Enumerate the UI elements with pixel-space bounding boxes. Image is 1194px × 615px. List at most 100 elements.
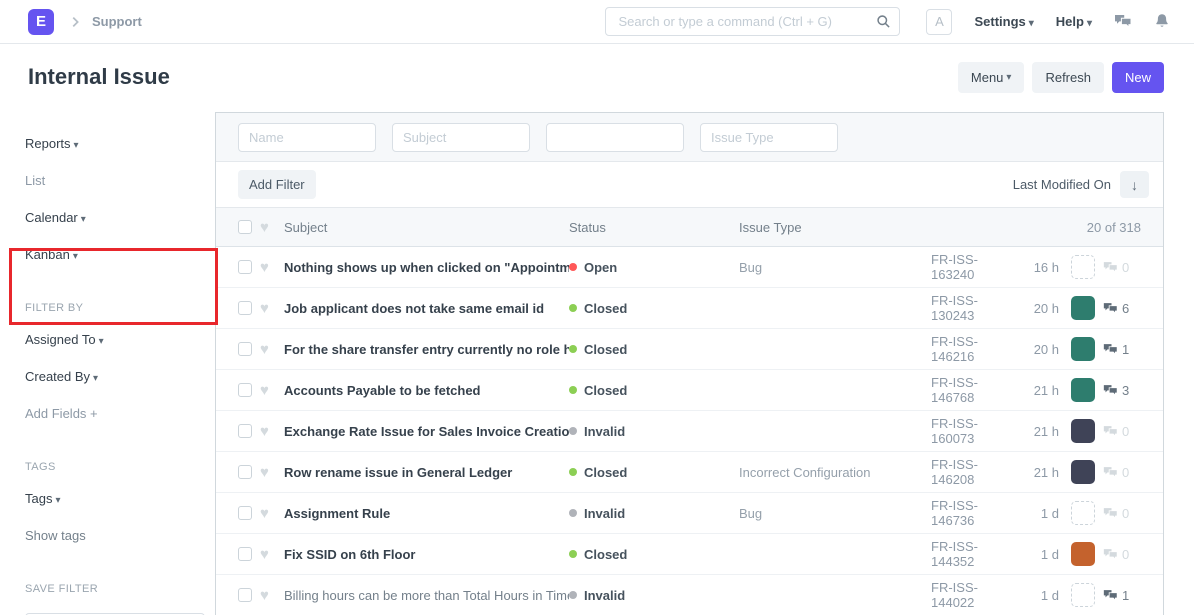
table-row[interactable]: ♥ Nothing shows up when clicked on "Appo… — [216, 247, 1163, 288]
assignee-avatar[interactable] — [1071, 419, 1095, 443]
row-subject[interactable]: Nothing shows up when clicked on "Appoin… — [284, 259, 569, 275]
assignee-avatar[interactable] — [1071, 542, 1095, 566]
sidebar-filter-assigned-to[interactable]: Assigned To ▾ — [25, 332, 205, 347]
table-row[interactable]: ♥ Assignment Rule Invalid Bug FR-ISS-146… — [216, 493, 1163, 534]
like-icon[interactable]: ♥ — [260, 258, 269, 276]
row-id[interactable]: FR-ISS-146216 — [931, 334, 978, 364]
menu-button[interactable]: Menu ▾ — [957, 61, 1025, 93]
column-status[interactable]: Status — [569, 219, 606, 235]
row-count[interactable]: 20 of 318 — [1086, 219, 1141, 235]
comment-count: 1 — [1103, 588, 1141, 603]
row-subject[interactable]: Row rename issue in General Ledger — [284, 464, 513, 480]
row-subject[interactable]: Assignment Rule — [284, 505, 391, 521]
assignee-avatar[interactable] — [1071, 460, 1095, 484]
sort-field-label[interactable]: Last Modified On — [1012, 177, 1111, 192]
row-subject[interactable]: Billing hours can be more than Total Hou… — [284, 587, 569, 603]
row-subject[interactable]: Accounts Payable to be fetched — [284, 382, 481, 398]
row-id[interactable]: FR-ISS-163240 — [931, 252, 978, 282]
search-icon[interactable] — [876, 14, 891, 32]
like-icon[interactable]: ♥ — [260, 586, 269, 604]
chat-icon[interactable] — [1114, 14, 1132, 29]
like-icon[interactable]: ♥ — [260, 463, 269, 481]
save-filter-heading: SAVE FILTER — [25, 583, 99, 595]
row-modified-time: 21 h — [1033, 423, 1059, 439]
table-row[interactable]: ♥ Fix SSID on 6th Floor Closed FR-ISS-14… — [216, 534, 1163, 575]
assignee-avatar[interactable] — [1071, 583, 1095, 607]
refresh-button[interactable]: Refresh — [1032, 61, 1104, 93]
row-checkbox[interactable] — [238, 342, 252, 356]
table-row[interactable]: ♥ Accounts Payable to be fetched Closed … — [216, 370, 1163, 411]
row-id[interactable]: FR-ISS-146768 — [931, 375, 978, 405]
row-id[interactable]: FR-ISS-144352 — [931, 539, 978, 569]
row-subject[interactable]: Fix SSID on 6th Floor — [284, 546, 416, 562]
row-checkbox[interactable] — [238, 506, 252, 520]
arrow-down-icon: ↓ — [1131, 176, 1138, 193]
like-icon[interactable]: ♥ — [260, 504, 269, 522]
help-menu[interactable]: Help ▾ — [1056, 14, 1092, 29]
filter-input-issue-type[interactable] — [700, 122, 838, 152]
settings-menu[interactable]: Settings ▾ — [974, 14, 1033, 29]
table-row[interactable]: ♥ Job applicant does not take same email… — [216, 288, 1163, 329]
row-id[interactable]: FR-ISS-146736 — [931, 498, 978, 528]
row-subject[interactable]: Job applicant does not take same email i… — [284, 300, 545, 316]
like-icon[interactable]: ♥ — [260, 545, 269, 563]
chevron-down-icon: ▾ — [93, 373, 99, 384]
filter-input-name[interactable] — [238, 122, 376, 152]
list-toolbar: Add Filter Last Modified On ↓ — [216, 162, 1163, 207]
row-subject[interactable]: For the share transfer entry currently n… — [284, 341, 569, 357]
row-checkbox[interactable] — [238, 547, 252, 561]
chevron-down-icon: ▾ — [55, 495, 61, 506]
assignee-avatar[interactable] — [1071, 255, 1095, 279]
table-row[interactable]: ♥ Row rename issue in General Ledger Clo… — [216, 452, 1163, 493]
row-id[interactable]: FR-ISS-144022 — [931, 580, 978, 610]
user-avatar[interactable]: A — [926, 8, 953, 35]
table-row[interactable]: ♥ Exchange Rate Issue for Sales Invoice … — [216, 411, 1163, 452]
sidebar-tags-dropdown[interactable]: Tags ▾ — [25, 491, 205, 506]
row-checkbox[interactable] — [238, 383, 252, 397]
add-fields-button[interactable]: Add Fields + — [25, 406, 205, 421]
table-row[interactable]: ♥ For the share transfer entry currently… — [216, 329, 1163, 370]
status-dot-icon — [569, 468, 577, 476]
row-checkbox[interactable] — [238, 260, 252, 274]
column-subject[interactable]: Subject — [284, 219, 328, 235]
column-issue-type[interactable]: Issue Type — [739, 219, 802, 235]
sidebar-item-reports[interactable]: Reports ▾ — [25, 136, 205, 151]
like-icon[interactable]: ♥ — [260, 422, 269, 440]
add-filter-button[interactable]: Add Filter — [238, 170, 316, 199]
row-status: Invalid — [569, 424, 739, 439]
comment-count-value: 0 — [1122, 423, 1130, 439]
app-logo[interactable]: E — [28, 8, 54, 35]
chevron-down-icon: ▾ — [73, 140, 79, 151]
sidebar-filter-created-by[interactable]: Created By ▾ — [25, 369, 205, 384]
assignee-avatar[interactable] — [1071, 378, 1095, 402]
filter-input-status[interactable] — [546, 122, 684, 152]
notifications-bell-icon[interactable] — [1154, 13, 1170, 30]
search-input[interactable] — [605, 7, 901, 36]
like-icon[interactable]: ♥ — [260, 340, 269, 358]
row-status: Invalid — [569, 588, 739, 603]
table-row[interactable]: ♥ Billing hours can be more than Total H… — [216, 575, 1163, 615]
sidebar-item-kanban[interactable]: Kanban ▾ — [25, 247, 205, 262]
like-filter-icon[interactable]: ♥ — [260, 218, 269, 236]
row-checkbox[interactable] — [238, 588, 252, 602]
row-id[interactable]: FR-ISS-146208 — [931, 457, 978, 487]
like-icon[interactable]: ♥ — [260, 381, 269, 399]
sidebar-item-list[interactable]: List — [25, 173, 46, 188]
row-checkbox[interactable] — [238, 424, 252, 438]
show-tags-button[interactable]: Show tags — [25, 528, 86, 543]
sidebar-item-calendar[interactable]: Calendar ▾ — [25, 210, 205, 225]
assignee-avatar[interactable] — [1071, 337, 1095, 361]
row-subject[interactable]: Exchange Rate Issue for Sales Invoice Cr… — [284, 423, 569, 439]
sort-direction-button[interactable]: ↓ — [1120, 171, 1149, 198]
filter-input-subject[interactable] — [392, 122, 530, 152]
assignee-avatar[interactable] — [1071, 501, 1095, 525]
like-icon[interactable]: ♥ — [260, 299, 269, 317]
row-checkbox[interactable] — [238, 301, 252, 315]
select-all-checkbox[interactable] — [238, 220, 252, 234]
assignee-avatar[interactable] — [1071, 296, 1095, 320]
new-button[interactable]: New — [1111, 61, 1164, 93]
row-checkbox[interactable] — [238, 465, 252, 479]
breadcrumb[interactable]: Support — [92, 14, 142, 29]
row-id[interactable]: FR-ISS-160073 — [931, 416, 978, 446]
row-id[interactable]: FR-ISS-130243 — [931, 293, 978, 323]
